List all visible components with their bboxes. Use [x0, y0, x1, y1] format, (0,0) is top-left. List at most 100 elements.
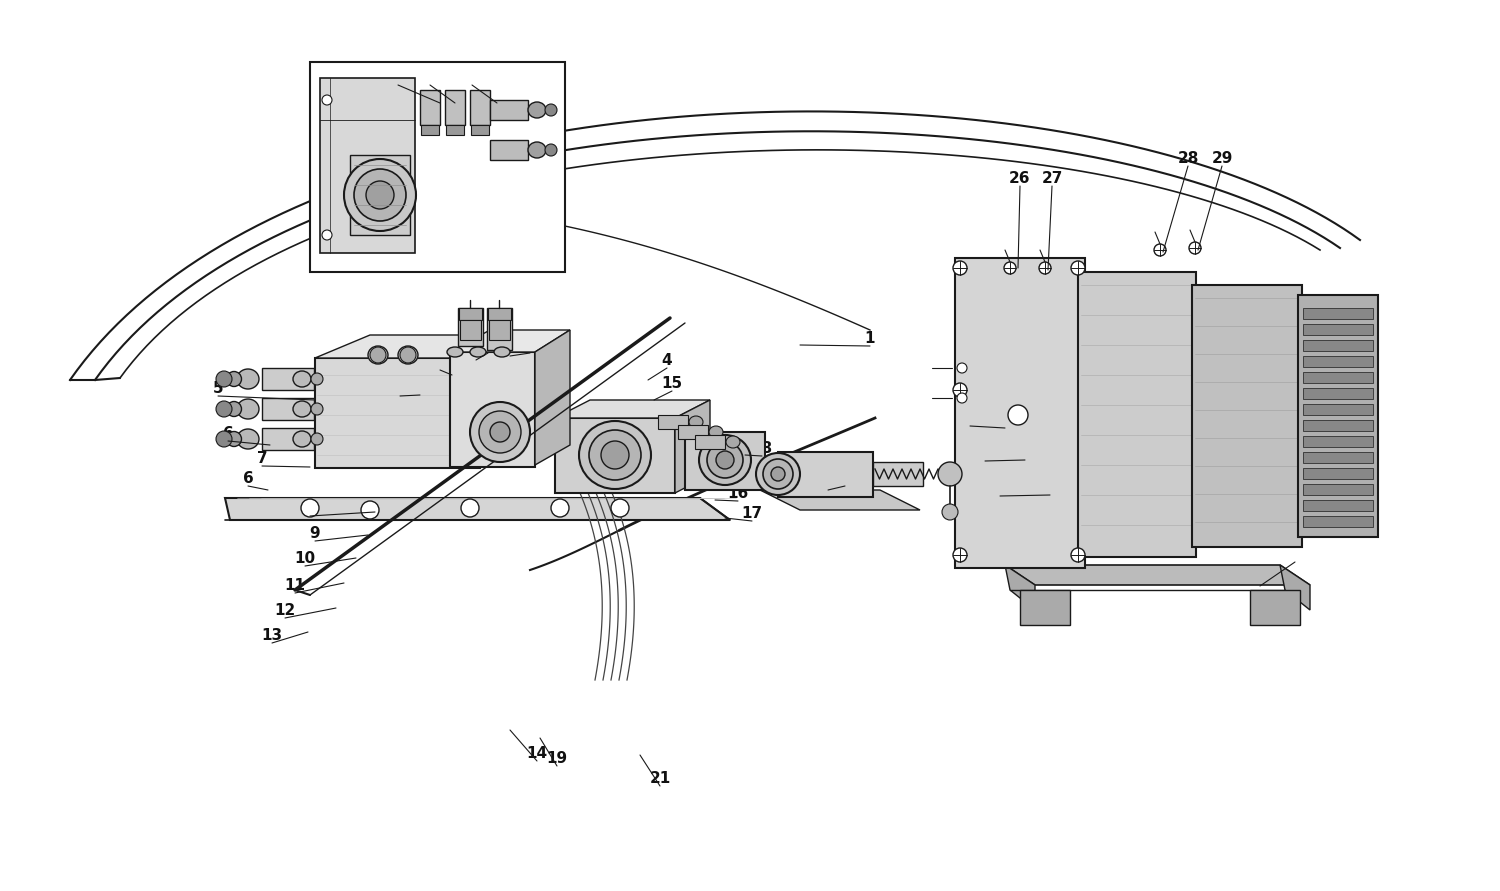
- Text: 4: 4: [424, 70, 435, 86]
- Bar: [1304, 452, 1372, 463]
- Text: 9: 9: [309, 526, 321, 541]
- Ellipse shape: [354, 169, 407, 221]
- Ellipse shape: [710, 426, 723, 438]
- Text: 27: 27: [1041, 170, 1062, 185]
- Ellipse shape: [490, 422, 510, 442]
- Bar: [1304, 404, 1372, 415]
- Circle shape: [938, 462, 962, 486]
- Circle shape: [322, 95, 332, 105]
- Circle shape: [370, 347, 386, 363]
- Ellipse shape: [344, 159, 416, 231]
- Polygon shape: [225, 498, 730, 520]
- Polygon shape: [555, 400, 710, 418]
- Ellipse shape: [579, 421, 651, 489]
- Circle shape: [1008, 405, 1028, 425]
- Bar: [446, 125, 464, 135]
- Bar: [446, 90, 465, 125]
- Bar: [262, 398, 314, 420]
- Polygon shape: [675, 400, 710, 493]
- Text: 15: 15: [662, 375, 682, 390]
- Bar: [315, 358, 480, 468]
- Circle shape: [957, 393, 968, 403]
- Text: 5: 5: [213, 380, 223, 396]
- Bar: [1078, 272, 1196, 557]
- Ellipse shape: [528, 102, 546, 118]
- Bar: [686, 432, 765, 490]
- Bar: [1304, 308, 1372, 319]
- Bar: [1192, 285, 1302, 547]
- Polygon shape: [1280, 565, 1310, 610]
- Text: 6: 6: [222, 426, 234, 440]
- Polygon shape: [760, 490, 920, 510]
- Bar: [1304, 500, 1372, 511]
- Bar: [488, 308, 512, 350]
- Text: 24: 24: [975, 446, 996, 461]
- Ellipse shape: [310, 403, 322, 415]
- Bar: [1304, 516, 1372, 527]
- Circle shape: [1004, 262, 1016, 274]
- Text: 1: 1: [864, 331, 874, 346]
- Ellipse shape: [226, 431, 242, 446]
- Polygon shape: [480, 335, 530, 465]
- Circle shape: [952, 261, 968, 275]
- Ellipse shape: [688, 416, 703, 428]
- Circle shape: [216, 431, 232, 447]
- Text: 20: 20: [834, 470, 855, 486]
- Ellipse shape: [237, 369, 260, 389]
- Ellipse shape: [292, 401, 310, 417]
- Bar: [1304, 340, 1372, 351]
- Bar: [555, 418, 675, 493]
- Circle shape: [216, 401, 232, 417]
- Ellipse shape: [310, 373, 322, 385]
- Text: 18: 18: [752, 440, 772, 455]
- Text: 22: 22: [1250, 570, 1270, 585]
- Text: 4: 4: [662, 353, 672, 367]
- Ellipse shape: [726, 436, 740, 448]
- Circle shape: [1040, 262, 1052, 274]
- Text: 12: 12: [274, 602, 296, 617]
- Text: 14: 14: [526, 746, 548, 761]
- Polygon shape: [1005, 565, 1310, 585]
- Bar: [1250, 590, 1300, 625]
- Bar: [460, 320, 482, 340]
- Circle shape: [942, 504, 958, 520]
- Bar: [1020, 590, 1070, 625]
- Ellipse shape: [292, 371, 310, 387]
- Bar: [320, 78, 416, 253]
- Text: 10: 10: [294, 551, 315, 566]
- Ellipse shape: [478, 411, 520, 453]
- Ellipse shape: [528, 142, 546, 158]
- Ellipse shape: [398, 346, 418, 364]
- Circle shape: [322, 230, 332, 240]
- Bar: [422, 125, 440, 135]
- Text: 6: 6: [243, 470, 254, 486]
- Bar: [458, 308, 483, 346]
- Bar: [470, 90, 490, 125]
- Circle shape: [952, 548, 968, 562]
- Bar: [1298, 295, 1378, 537]
- Bar: [694, 435, 724, 449]
- Polygon shape: [1005, 565, 1035, 610]
- Ellipse shape: [368, 346, 388, 364]
- Circle shape: [1071, 548, 1084, 562]
- Ellipse shape: [706, 442, 742, 478]
- Circle shape: [952, 383, 968, 397]
- Bar: [488, 308, 512, 320]
- Circle shape: [400, 347, 416, 363]
- Text: 23: 23: [990, 480, 1011, 495]
- Polygon shape: [450, 330, 570, 352]
- Bar: [678, 425, 708, 439]
- Ellipse shape: [366, 181, 394, 209]
- Text: 2: 2: [525, 338, 536, 353]
- Circle shape: [610, 499, 628, 517]
- Text: 16: 16: [728, 486, 748, 501]
- Ellipse shape: [544, 104, 556, 116]
- Bar: [1304, 420, 1372, 431]
- Bar: [1304, 372, 1372, 383]
- Bar: [350, 155, 410, 235]
- Bar: [310, 62, 566, 272]
- Bar: [459, 308, 482, 320]
- Bar: [1304, 324, 1372, 335]
- Bar: [1304, 436, 1372, 447]
- Circle shape: [1190, 242, 1202, 254]
